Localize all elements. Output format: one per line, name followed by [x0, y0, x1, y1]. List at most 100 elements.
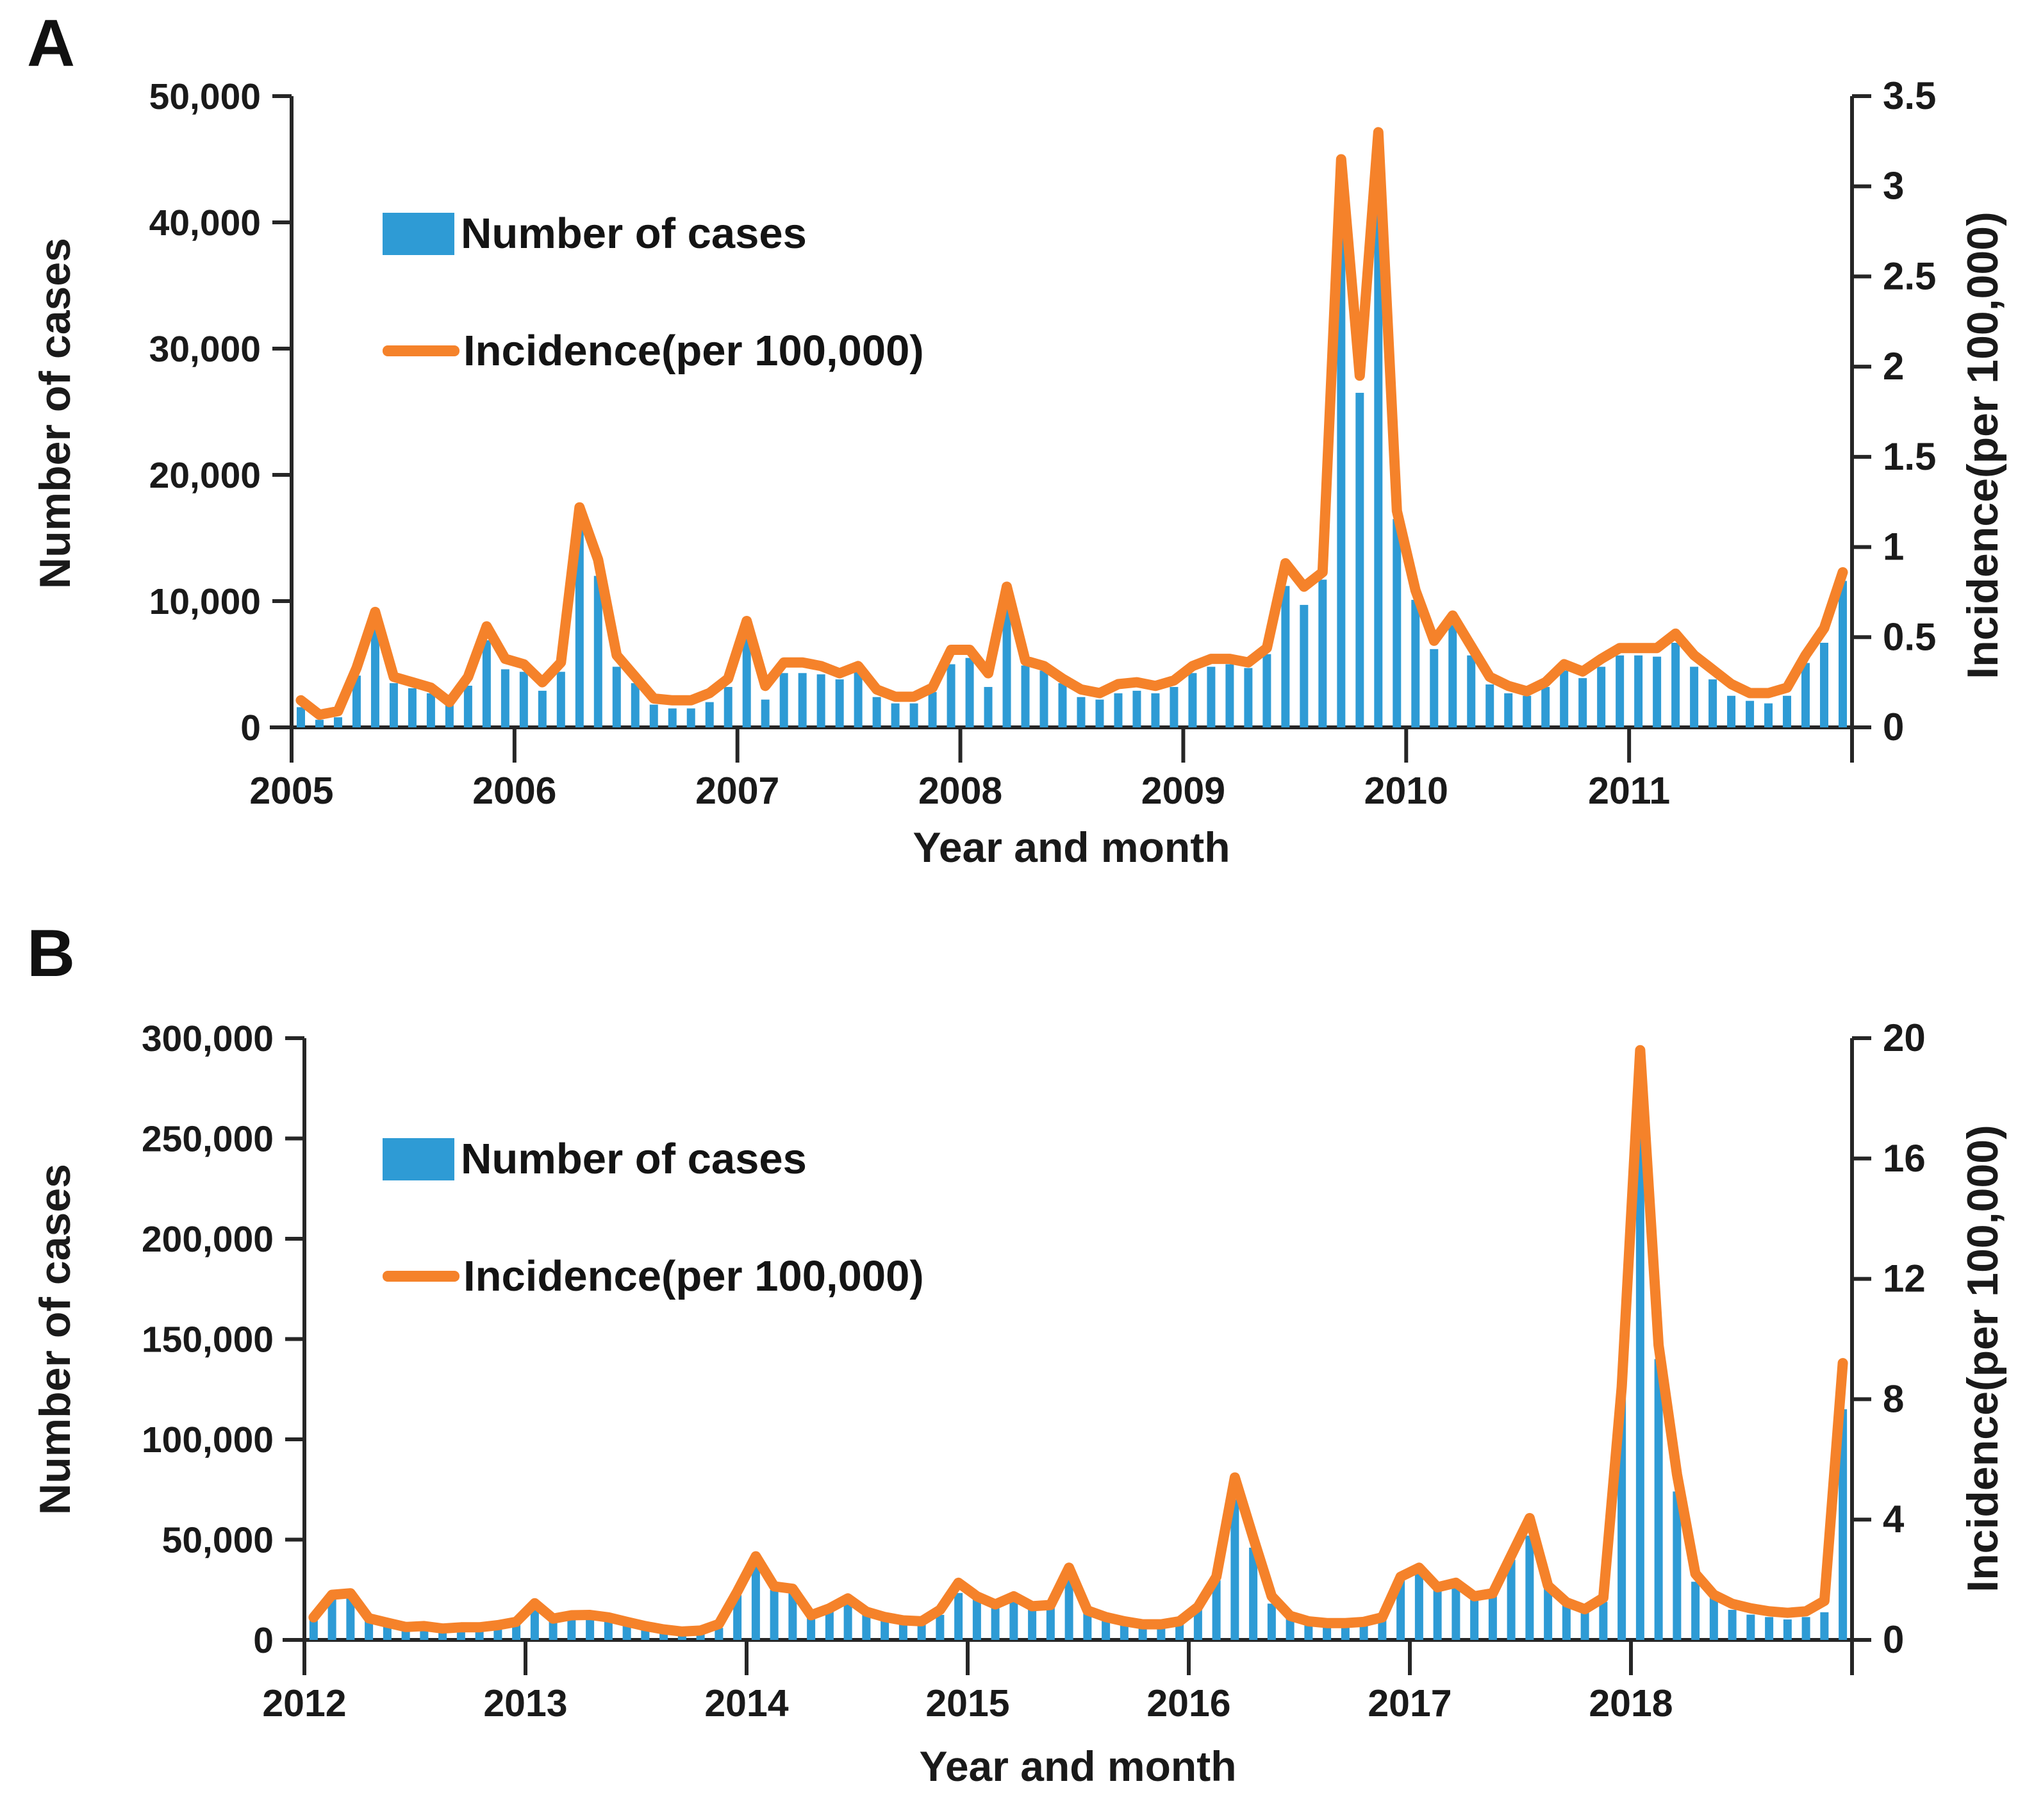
case-bar — [724, 686, 732, 727]
panel-b-legend-cases-row: Number of cases — [383, 1134, 924, 1184]
case-bar — [1095, 699, 1104, 727]
left-tick-label: 10,000 — [149, 581, 261, 622]
case-bar — [798, 673, 807, 727]
case-bar — [917, 1625, 926, 1640]
left-tick-label: 100,000 — [142, 1419, 274, 1460]
left-tick-label: 30,000 — [149, 329, 261, 370]
cases-swatch-icon — [383, 1138, 454, 1180]
case-bar — [500, 669, 509, 727]
case-bar — [333, 717, 342, 727]
case-bar — [843, 1601, 852, 1640]
case-bar — [604, 1620, 613, 1640]
case-bar — [370, 629, 379, 727]
case-bar — [1151, 693, 1160, 727]
case-bar — [482, 640, 491, 727]
case-bar — [1009, 1600, 1018, 1640]
case-bar — [1193, 1610, 1202, 1640]
case-bar — [1616, 655, 1625, 727]
case-bar — [825, 1610, 834, 1640]
right-tick-label: 2.5 — [1883, 254, 1936, 297]
case-bar — [1411, 600, 1420, 727]
incidence-line — [295, 127, 1848, 720]
case-bar — [1504, 693, 1513, 727]
panel-a-legend-cases-label: Number of cases — [461, 210, 807, 258]
case-bar — [1765, 1617, 1774, 1640]
year-label: 2007 — [695, 770, 779, 812]
case-bar — [1580, 1612, 1589, 1640]
left-tick-label: 300,000 — [142, 1018, 274, 1059]
panel-a-legend-incidence-row: Incidence(per 100,000) — [383, 326, 924, 376]
case-bar — [881, 1620, 889, 1640]
case-bar — [1541, 686, 1550, 727]
year-label: 2015 — [925, 1682, 1009, 1725]
case-bar — [1267, 1603, 1276, 1640]
panel-a-left-axis-title: Number of cases — [31, 238, 79, 589]
case-bar — [538, 690, 547, 727]
case-bar — [1378, 1619, 1387, 1640]
panel-b-legend-cases-label: Number of cases — [461, 1135, 807, 1183]
right-tick-label: 2 — [1883, 345, 1904, 388]
case-bar — [1690, 666, 1699, 727]
case-bar — [891, 703, 900, 727]
case-bar — [807, 1617, 816, 1640]
case-bar — [1560, 670, 1569, 727]
year-label: 2011 — [1588, 770, 1670, 812]
case-bar — [668, 708, 677, 727]
case-bar — [512, 1625, 521, 1640]
case-bar — [1783, 695, 1792, 727]
case-bar — [1783, 1619, 1792, 1640]
panel-a-right-axis-title: Incidence(per 100,000) — [1958, 211, 2007, 679]
case-bar — [1341, 1626, 1350, 1640]
case-bar — [1337, 197, 1346, 728]
right-tick-label: 8 — [1883, 1377, 1904, 1420]
case-bar — [965, 658, 974, 727]
panel-a-letter: A — [27, 6, 76, 81]
case-bar — [1727, 695, 1736, 727]
case-bar — [1691, 1582, 1700, 1640]
case-bar — [928, 691, 937, 727]
case-bar — [1249, 1548, 1258, 1640]
case-bar — [575, 529, 584, 727]
case-bar — [1002, 608, 1011, 727]
case-bar — [1470, 1600, 1479, 1640]
year-label: 2016 — [1146, 1682, 1230, 1725]
case-bar — [1507, 1559, 1516, 1640]
case-bar — [1188, 673, 1197, 727]
case-bar — [1281, 586, 1290, 727]
case-bar — [954, 1592, 963, 1640]
case-bar — [1523, 695, 1532, 727]
case-bar — [1230, 1499, 1239, 1640]
case-bar — [696, 1632, 705, 1640]
case-bar — [742, 639, 751, 727]
year-label: 2008 — [918, 770, 1002, 812]
case-bar — [1414, 1570, 1423, 1640]
case-bar — [1046, 1607, 1055, 1640]
case-bar — [493, 1628, 502, 1640]
case-bar — [1077, 697, 1086, 727]
left-tick-label: 0 — [240, 707, 261, 749]
left-tick-label: 50,000 — [149, 76, 261, 117]
case-bar — [1244, 668, 1253, 727]
panel-b-left-axis-title: Number of cases — [31, 1164, 79, 1515]
case-bar — [1562, 1605, 1571, 1640]
case-bar — [1544, 1588, 1553, 1640]
panel-b-x-axis-title: Year and month — [919, 1742, 1237, 1790]
year-label: 2009 — [1141, 770, 1225, 812]
left-tick-label: 40,000 — [149, 203, 261, 244]
case-bar — [346, 1596, 355, 1640]
case-bar — [1634, 655, 1643, 727]
case-bar — [984, 686, 993, 727]
case-bar — [909, 703, 918, 727]
right-tick-label: 0 — [1883, 706, 1904, 749]
case-bar — [1262, 654, 1271, 727]
right-tick-label: 20 — [1883, 1016, 1926, 1059]
case-bar — [991, 1608, 1000, 1640]
case-bar — [1021, 665, 1030, 727]
case-bar — [612, 666, 621, 727]
case-bar — [854, 670, 863, 727]
right-tick-label: 3.5 — [1883, 74, 1936, 117]
right-tick-label: 0 — [1883, 1618, 1904, 1661]
panel-a-legend-cases-row: Number of cases — [383, 209, 924, 258]
case-bar — [1058, 683, 1067, 727]
